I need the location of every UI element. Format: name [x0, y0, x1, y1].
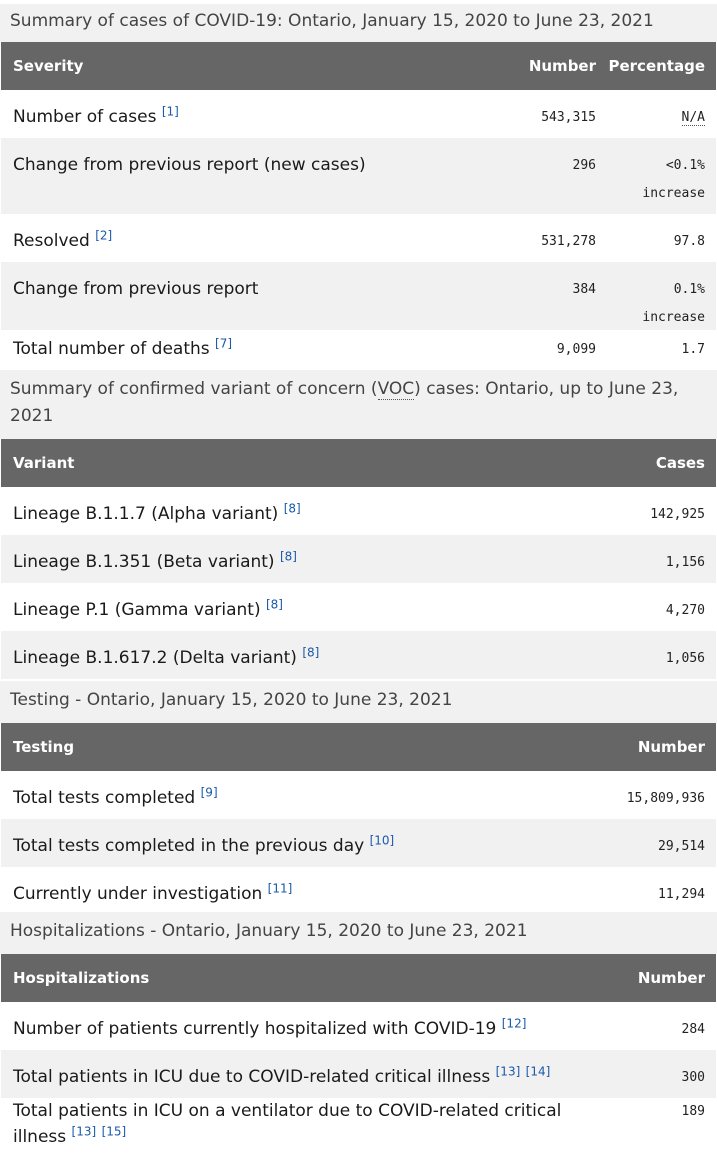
row-number: 384 — [572, 282, 596, 297]
reference-link[interactable]: [13] — [71, 1124, 97, 1139]
header-number: Number — [637, 738, 705, 756]
row-label: Total patients in ICU on a ventilator du… — [13, 1101, 562, 1147]
row-label: Number of cases [1] — [13, 104, 179, 127]
row-label: Number of patients currently hospitalize… — [13, 1016, 527, 1039]
variants-table-header: Variant Cases — [1, 439, 716, 487]
row-number: 9,099 — [556, 342, 596, 357]
cases-caption-text: Summary of cases of COVID-19: Ontario, J… — [10, 11, 654, 31]
row-percentage: 97.8 — [673, 234, 705, 249]
testing-table-caption: Testing - Ontario, January 15, 2020 to J… — [0, 681, 717, 723]
header-cases: Cases — [655, 454, 705, 472]
table-row: Change from previous report 384 0.1% inc… — [1, 262, 716, 330]
row-number: 300 — [681, 1070, 705, 1085]
row-label: Resolved [2] — [13, 228, 113, 251]
table-row: Total patients in ICU on a ventilator du… — [1, 1098, 716, 1154]
header-number: Number — [528, 57, 596, 75]
row-number: 189 — [681, 1104, 705, 1119]
row-number: 29,514 — [658, 839, 705, 854]
cases-table-header: Severity Number Percentage — [1, 42, 716, 90]
testing-table-header: Testing Number — [1, 723, 716, 771]
row-cases: 4,270 — [665, 603, 705, 618]
table-row: Currently under investigation [11] 11,29… — [1, 867, 716, 915]
header-testing: Testing — [13, 738, 75, 756]
row-number: 11,294 — [658, 887, 705, 902]
reference-link[interactable]: [10] — [369, 833, 395, 848]
reference-link[interactable]: [1] — [161, 104, 179, 119]
variants-caption-text: Summary of confirmed variant of concern … — [10, 379, 679, 426]
row-label: Total tests completed in the previous da… — [13, 833, 395, 856]
hospital-table-header: Hospitalizations Number — [1, 954, 716, 1002]
row-label: Lineage B.1.351 (Beta variant) [8] — [13, 549, 297, 572]
row-number: 15,809,936 — [626, 791, 705, 806]
table-row: Lineage B.1.351 (Beta variant) [8] 1,156 — [1, 535, 716, 583]
reference-link[interactable]: [8] — [283, 501, 301, 516]
reference-link[interactable]: [8] — [265, 597, 283, 612]
reference-link[interactable]: [11] — [267, 881, 293, 896]
reference-link[interactable]: [2] — [95, 228, 113, 243]
row-cases: 142,925 — [650, 507, 705, 522]
table-row: Lineage B.1.1.7 (Alpha variant) [8] 142,… — [1, 487, 716, 535]
table-row: Number of patients currently hospitalize… — [1, 1002, 716, 1050]
table-row: Total number of deaths [7] 9,099 1.7 — [1, 330, 716, 370]
table-row: Change from previous report (new cases) … — [1, 138, 716, 214]
table-row: Total patients in ICU due to COVID-relat… — [1, 1050, 716, 1098]
header-severity: Severity — [13, 57, 84, 75]
hospital-table-caption: Hospitalizations - Ontario, January 15, … — [0, 912, 717, 954]
cases-table-caption: Summary of cases of COVID-19: Ontario, J… — [0, 4, 717, 42]
row-label: Change from previous report (new cases) — [13, 155, 366, 175]
row-cases: 1,056 — [665, 651, 705, 666]
header-percentage: Percentage — [608, 57, 705, 75]
reference-link[interactable]: [9] — [200, 785, 218, 800]
hospital-caption-text: Hospitalizations - Ontario, January 15, … — [10, 921, 528, 941]
row-cases: 1,156 — [665, 555, 705, 570]
row-label: Total patients in ICU due to COVID-relat… — [13, 1064, 551, 1087]
reference-link[interactable]: [8] — [302, 645, 320, 660]
row-label: Lineage B.1.1.7 (Alpha variant) [8] — [13, 501, 301, 524]
row-number: 284 — [681, 1022, 705, 1037]
row-percentage: 1.7 — [681, 342, 705, 357]
reference-link[interactable]: [7] — [215, 336, 233, 351]
header-variant: Variant — [13, 454, 75, 472]
table-row: Total tests completed [9] 15,809,936 — [1, 771, 716, 819]
row-label: Total number of deaths [7] — [13, 336, 233, 359]
row-percentage: <0.1% increase — [642, 158, 705, 201]
table-row: Resolved [2] 531,278 97.8 — [1, 214, 716, 262]
reference-link[interactable]: [14] — [525, 1064, 551, 1079]
table-row: Number of cases [1] 543,315 N/A — [1, 90, 716, 138]
table-row: Lineage P.1 (Gamma variant) [8] 4,270 — [1, 583, 716, 631]
header-number: Number — [637, 969, 705, 987]
row-number: 296 — [572, 158, 596, 173]
testing-caption-text: Testing - Ontario, January 15, 2020 to J… — [10, 690, 453, 710]
variants-table-caption: Summary of confirmed variant of concern … — [0, 370, 717, 439]
header-hospitalizations: Hospitalizations — [13, 969, 150, 987]
table-row: Total tests completed in the previous da… — [1, 819, 716, 867]
reference-link[interactable]: [13] — [495, 1064, 521, 1079]
row-label: Total tests completed [9] — [13, 785, 218, 808]
row-percentage: 0.1% increase — [642, 282, 705, 325]
row-label: Change from previous report — [13, 279, 259, 299]
row-number: 531,278 — [541, 234, 596, 249]
row-label: Currently under investigation [11] — [13, 881, 293, 904]
row-number: 543,315 — [541, 110, 596, 125]
na-abbr: N/A — [681, 110, 705, 126]
reference-link[interactable]: [8] — [279, 549, 297, 564]
voc-abbr: VOC — [377, 379, 415, 400]
row-label: Lineage P.1 (Gamma variant) [8] — [13, 597, 283, 620]
table-row: Lineage B.1.617.2 (Delta variant) [8] 1,… — [1, 631, 716, 679]
row-percentage: N/A — [681, 104, 705, 132]
row-label: Lineage B.1.617.2 (Delta variant) [8] — [13, 645, 320, 668]
reference-link[interactable]: [12] — [501, 1016, 527, 1031]
reference-link[interactable]: [15] — [101, 1124, 127, 1139]
